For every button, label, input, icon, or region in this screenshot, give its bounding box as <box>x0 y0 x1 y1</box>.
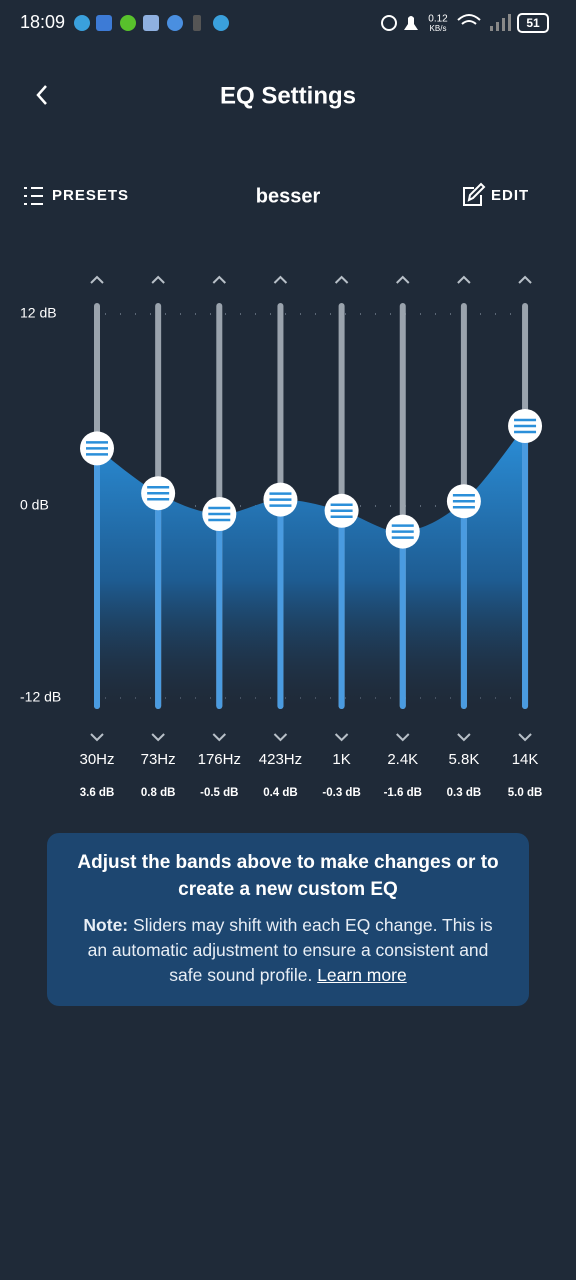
band-label: 14K <box>512 751 539 768</box>
page-title: EQ Settings <box>220 82 356 109</box>
y-tick-label: 0 dB <box>20 497 49 513</box>
slider-handle[interactable] <box>446 484 481 519</box>
band-label: 30Hz <box>79 751 114 768</box>
band-up[interactable] <box>518 275 532 284</box>
band-up[interactable] <box>212 275 227 284</box>
note-label: Note: <box>83 915 129 935</box>
band-value: 5.0 dB <box>508 787 543 799</box>
slider-handle[interactable] <box>202 497 237 531</box>
slider-handle[interactable] <box>324 493 359 528</box>
band-up[interactable] <box>396 275 410 284</box>
net-unit: KB/s <box>430 24 447 33</box>
edit-button[interactable]: EDIT <box>491 187 529 204</box>
band-up[interactable] <box>273 275 288 284</box>
band-down[interactable] <box>90 733 104 742</box>
band-down[interactable] <box>212 733 227 742</box>
band-up[interactable] <box>457 275 471 284</box>
info-box: Adjust the bands above to make changes o… <box>47 833 529 1006</box>
band-value: -0.5 dB <box>200 787 238 799</box>
band-value: 0.3 dB <box>447 787 482 799</box>
band-down[interactable] <box>273 733 288 742</box>
edit-icon[interactable] <box>463 182 486 206</box>
band-label: 73Hz <box>141 751 176 768</box>
learn-more-link[interactable]: Learn more <box>317 965 407 985</box>
band-label: 2.4K <box>387 751 418 768</box>
band-value: 0.4 dB <box>263 787 298 799</box>
band-label: 423Hz <box>259 751 302 768</box>
status-icons <box>74 13 549 33</box>
eq-area <box>97 426 526 706</box>
note-text: Sliders may shift with each EQ change. T… <box>87 915 493 985</box>
band-down[interactable] <box>518 733 532 742</box>
band-up[interactable] <box>90 275 104 284</box>
band-up[interactable] <box>334 275 349 284</box>
slider-handle[interactable] <box>263 482 298 517</box>
band-value: -0.3 dB <box>322 787 360 799</box>
band-down[interactable] <box>396 733 410 742</box>
band-label: 176Hz <box>198 751 241 768</box>
clock: 18:09 <box>20 12 65 32</box>
band-down[interactable] <box>334 733 349 742</box>
band-label: 1K <box>332 751 350 768</box>
band-down[interactable] <box>151 733 165 742</box>
band-value: -1.6 dB <box>384 787 422 799</box>
battery: 51 <box>526 16 540 30</box>
slider-handle[interactable] <box>385 514 420 549</box>
y-tick-label: 12 dB <box>20 305 57 321</box>
net-speed: 0.12 <box>428 14 448 25</box>
slider-handle[interactable] <box>141 476 176 511</box>
back-button[interactable] <box>36 85 47 105</box>
preset-name: besser <box>256 185 321 207</box>
band-up[interactable] <box>151 275 165 284</box>
info-note: Note: Sliders may shift with each EQ cha… <box>77 913 499 988</box>
band-value: 0.8 dB <box>141 787 176 799</box>
band-value: 3.6 dB <box>80 787 115 799</box>
slider-handle[interactable] <box>80 431 114 466</box>
presets-icon[interactable] <box>24 187 43 205</box>
info-title: Adjust the bands above to make changes o… <box>77 852 499 900</box>
y-tick-label: -12 dB <box>20 689 61 705</box>
band-label: 5.8K <box>448 751 479 768</box>
presets-button[interactable]: PRESETS <box>52 187 129 204</box>
band-down[interactable] <box>457 733 471 742</box>
slider-handle[interactable] <box>508 409 543 443</box>
